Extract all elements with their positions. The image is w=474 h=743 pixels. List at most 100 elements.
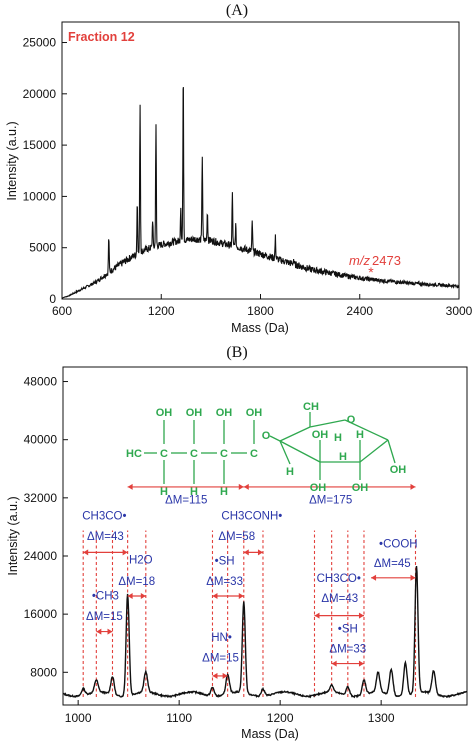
struct-open-atom: OH bbox=[216, 407, 233, 419]
mass-difference-label: ΔM=33 bbox=[329, 644, 366, 656]
panel-b-x-tick-label: 1000 bbox=[65, 711, 92, 725]
arrowhead-left bbox=[243, 483, 249, 490]
panel-a-y-tick-label: 5000 bbox=[29, 241, 56, 255]
panel-a-x-tick-label: 1800 bbox=[247, 304, 274, 318]
struct-open-atom: H bbox=[190, 486, 198, 498]
fragment-label: CH3CONH• bbox=[221, 511, 282, 523]
arrowhead-right bbox=[410, 483, 416, 490]
arrowhead-right bbox=[122, 549, 128, 556]
panel-a-x-axis-title: Mass (Da) bbox=[231, 321, 289, 335]
ring-structure: CH O O H OH OH H H OH H OH bbox=[262, 401, 407, 494]
panel-b-y-tick-label: 16000 bbox=[24, 607, 58, 621]
struct-ring-atom: H bbox=[356, 429, 364, 441]
arrowhead-left bbox=[371, 574, 377, 581]
panel-a-x-tick-label: 1200 bbox=[148, 304, 175, 318]
fragment-label: •CH3 bbox=[92, 591, 119, 603]
panel-a: (A) Fraction 12 600 1200 1800 2400 3000 0 5000… bbox=[5, 2, 473, 335]
ring-bonds bbox=[269, 412, 396, 480]
arrowhead-left bbox=[127, 483, 133, 490]
struct-ring-atom: H bbox=[286, 466, 294, 478]
fragment-label: H2O bbox=[129, 554, 153, 566]
panel-a-y-tick-label: 15000 bbox=[23, 138, 57, 152]
panel-b-x-tick-label: 1200 bbox=[267, 711, 294, 725]
struct-ring-atom: H bbox=[334, 432, 342, 444]
mass-difference-label: ΔM=18 bbox=[118, 576, 155, 588]
panel-b: (B) 1000 1100 1200 1300 8000 16000 24000 32000 4… bbox=[6, 344, 468, 741]
struct-open-atom: OH bbox=[156, 407, 173, 419]
struct-ring-atom: O bbox=[262, 430, 271, 442]
panel-b-label: (B) bbox=[226, 344, 247, 361]
arrowhead-right bbox=[257, 549, 263, 556]
panel-b-x-axis-title: Mass (Da) bbox=[241, 727, 299, 741]
fragment-label: •COOH bbox=[379, 538, 418, 550]
struct-open-atom: C bbox=[250, 448, 258, 460]
arrowhead-left bbox=[314, 612, 320, 619]
panel-b-y-axis-title: Intensity (a.u.) bbox=[6, 496, 20, 575]
mass-difference-label: ΔM=115 bbox=[165, 495, 207, 507]
mass-difference-label: ΔM=15 bbox=[86, 611, 123, 623]
mass-difference-label: ΔM=43 bbox=[321, 593, 358, 605]
mass-difference-label: ΔM=175 bbox=[309, 495, 352, 507]
fragment-label: CH3CO• bbox=[317, 573, 361, 585]
panel-a-x-tick-label: 600 bbox=[52, 304, 72, 318]
panel-a-annotation-prefix: m/z bbox=[349, 253, 370, 268]
arrowhead-right bbox=[107, 628, 113, 635]
panel-a-y-tick-label: 25000 bbox=[23, 36, 57, 50]
arrowhead-right bbox=[358, 660, 364, 667]
arrowhead-left bbox=[243, 549, 249, 556]
struct-open-atom: OH bbox=[246, 407, 263, 419]
arrowhead-right bbox=[410, 574, 416, 581]
struct-ring-atom: CH bbox=[303, 401, 319, 413]
arrowhead-right bbox=[140, 592, 146, 599]
arrowhead-left bbox=[83, 549, 89, 556]
panel-b-ticks bbox=[63, 381, 382, 705]
struct-open-atom: C bbox=[160, 448, 168, 460]
panel-b-x-tick-label: 1100 bbox=[166, 711, 192, 725]
arrowhead-right bbox=[238, 592, 244, 599]
panel-a-y-tick-label: 0 bbox=[49, 292, 56, 306]
struct-open-atom: C bbox=[190, 448, 198, 460]
arrowhead-left bbox=[212, 592, 218, 599]
fragment-label: CH3CO• bbox=[82, 511, 126, 523]
struct-open-atom: HC bbox=[126, 448, 142, 460]
panel-a-title: Fraction 12 bbox=[68, 30, 135, 44]
mass-difference-label: ΔM=33 bbox=[206, 576, 243, 588]
open-chain-structure: HC C C C C OH H OH H OH H OH bbox=[126, 407, 262, 498]
struct-ring-atom: H bbox=[339, 451, 347, 463]
struct-ring-atom: OH bbox=[310, 482, 327, 494]
panel-b-y-tick-label: 8000 bbox=[30, 665, 57, 679]
panel-a-y-axis-title: Intensity (a.u.) bbox=[5, 121, 19, 200]
panel-b-y-tick-label: 24000 bbox=[24, 549, 58, 563]
panel-a-annotation-value: 2473 bbox=[372, 253, 401, 268]
panel-a-spectrum-line bbox=[61, 87, 460, 299]
struct-open-atom: C bbox=[220, 448, 228, 460]
open-chain-bonds bbox=[144, 420, 255, 484]
panel-a-annotation-marker: * bbox=[368, 264, 374, 280]
fragment-label: •SH bbox=[338, 623, 358, 635]
arrowhead-right bbox=[222, 672, 228, 679]
struct-ring-atom: O bbox=[347, 414, 356, 426]
panel-a-label: (A) bbox=[226, 2, 248, 19]
arrowhead-left bbox=[127, 592, 133, 599]
arrowhead-left bbox=[331, 660, 337, 667]
panel-b-tick-labels: 1000 1100 1200 1300 8000 16000 24000 32000 40000… bbox=[24, 375, 395, 725]
arrowhead-right bbox=[358, 612, 364, 619]
struct-open-atom: H bbox=[160, 486, 168, 498]
panel-a-x-tick-label: 2400 bbox=[346, 304, 373, 318]
mass-difference-label: ΔM=45 bbox=[374, 558, 411, 570]
mass-difference-label: ΔM=15 bbox=[202, 652, 239, 664]
fragment-label: •SH bbox=[215, 556, 235, 568]
fragment-label: HN• bbox=[211, 632, 232, 644]
arrowhead-left bbox=[96, 628, 102, 635]
panel-a-y-tick-label: 10000 bbox=[23, 189, 57, 203]
struct-open-atom: H bbox=[220, 486, 228, 498]
mass-difference-label: ΔM=58 bbox=[218, 531, 255, 543]
panel-a-y-tick-label: 20000 bbox=[23, 87, 57, 101]
panel-b-mass-difference-arrows: ΔM=115 ΔM=175 ΔM=43 ΔM=18 ΔM=15 ΔM=58 ΔM=33 ΔM=… bbox=[83, 483, 416, 679]
struct-ring-atom: OH bbox=[390, 464, 407, 476]
panel-a-x-tick-label: 3000 bbox=[446, 304, 473, 318]
panel-b-fragment-labels: CH3CO• H2O •CH3 CH3CONH• •SH HN• CH3CO• •SH •COO… bbox=[82, 511, 417, 644]
panel-b-spectrum-line bbox=[62, 566, 467, 699]
panel-a-ticks bbox=[61, 42, 460, 300]
